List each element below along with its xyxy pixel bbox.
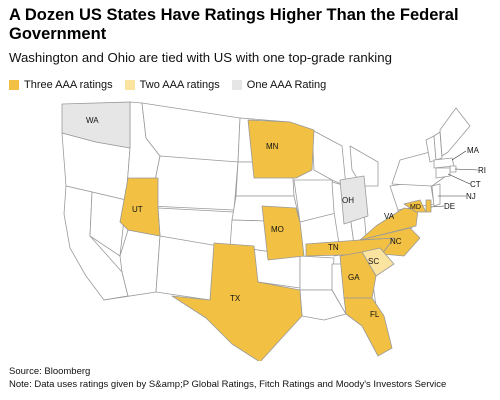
state-wy bbox=[149, 155, 239, 211]
legend-label-three-aaa: Three AAA ratings bbox=[24, 79, 113, 91]
legend-item-two-aaa: Two AAA ratings bbox=[124, 79, 220, 91]
state-ar bbox=[299, 255, 335, 291]
state-label-ga: GA bbox=[348, 273, 360, 282]
state-label-oh: OH bbox=[342, 196, 354, 205]
state-ct bbox=[435, 167, 451, 179]
annotation-ri: RI bbox=[478, 166, 486, 175]
legend-swatch-two-aaa bbox=[124, 80, 135, 90]
state-nj bbox=[431, 183, 441, 207]
state-label-tx: TX bbox=[230, 294, 241, 303]
legend-label-two-aaa: Two AAA ratings bbox=[139, 79, 220, 91]
state-label-va: VA bbox=[384, 212, 395, 221]
state-mo bbox=[261, 205, 305, 261]
state-nm bbox=[155, 235, 217, 301]
annotation-nj: NJ bbox=[466, 192, 476, 201]
legend-item-one-aaa: One AAA Rating bbox=[231, 79, 327, 91]
state-label-wa: WA bbox=[86, 116, 99, 125]
map-title: A Dozen US States Have Ratings Higher Th… bbox=[9, 6, 459, 43]
state-label-mo: MO bbox=[271, 225, 284, 234]
state-nh bbox=[433, 131, 443, 161]
state-label-sc: SC bbox=[368, 257, 379, 266]
map-subtitle: Washington and Ohio are tied with US wit… bbox=[9, 50, 392, 65]
state-fl bbox=[343, 297, 393, 357]
data-note: Note: Data uses ratings given by S&amp;P… bbox=[9, 379, 447, 390]
state-md bbox=[403, 199, 427, 213]
state-label-nc: NC bbox=[390, 237, 402, 246]
us-map: WA MN UT MO OH TX TN NC SC GA FL VA MD M… bbox=[61, 101, 486, 361]
annotation-ct: CT bbox=[470, 180, 481, 189]
state-label-tn: TN bbox=[328, 243, 339, 252]
state-label-md: MD bbox=[410, 204, 421, 211]
state-label-ut: UT bbox=[132, 205, 143, 214]
state-mi bbox=[349, 145, 379, 187]
state-me bbox=[439, 107, 471, 157]
state-va bbox=[359, 207, 419, 241]
state-tx bbox=[171, 242, 303, 361]
state-label-mn: MN bbox=[266, 142, 279, 151]
source-note: Source: Bloomberg bbox=[9, 366, 91, 377]
state-label-fl: FL bbox=[370, 310, 380, 319]
state-ut bbox=[119, 177, 161, 237]
legend-label-one-aaa: One AAA Rating bbox=[246, 79, 327, 91]
legend-swatch-one-aaa bbox=[231, 80, 242, 90]
state-ga bbox=[339, 251, 377, 299]
state-wi bbox=[311, 129, 347, 187]
state-de bbox=[425, 199, 432, 213]
annotation-de: DE bbox=[444, 202, 455, 211]
state-oh bbox=[339, 175, 369, 225]
state-mn bbox=[247, 119, 315, 179]
legend: Three AAA ratings Two AAA ratings One AA… bbox=[9, 78, 338, 92]
state-wa bbox=[61, 101, 131, 149]
state-nc bbox=[359, 227, 421, 257]
legend-swatch-three-aaa bbox=[9, 80, 19, 90]
legend-item-three-aaa: Three AAA ratings bbox=[9, 79, 113, 91]
annotation-ma: MA bbox=[467, 146, 480, 155]
